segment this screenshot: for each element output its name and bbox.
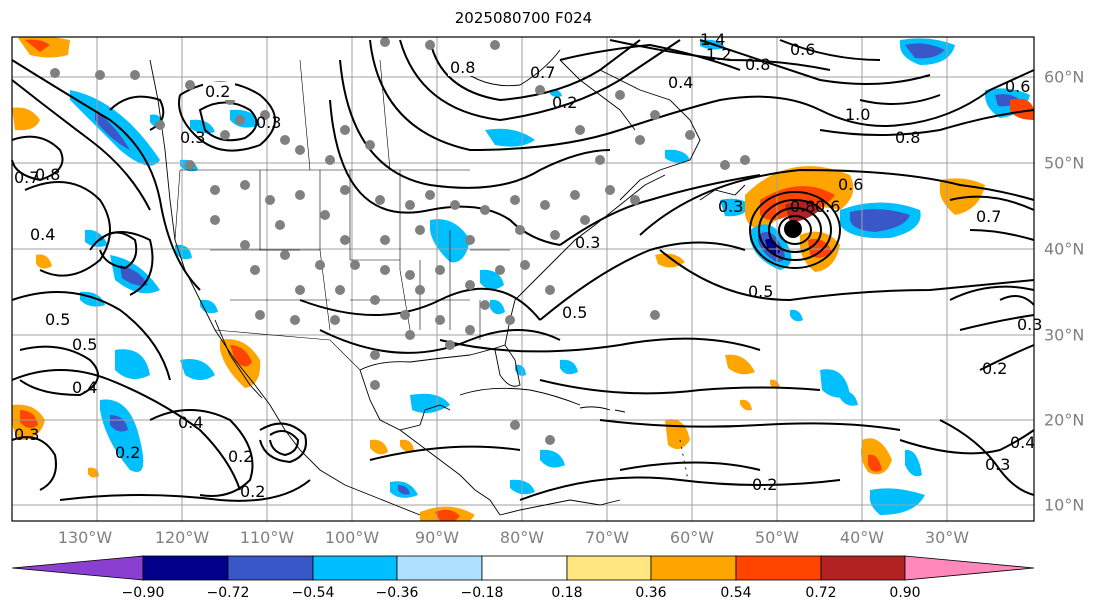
colorbar-segment <box>312 555 398 581</box>
longitude-label: 30°W <box>924 528 970 547</box>
contour-label: 0.6 <box>790 40 815 59</box>
colorbar-tick-label: −0.36 <box>375 585 419 601</box>
colorbar-segment <box>227 555 314 581</box>
contour-label: 0.2 <box>982 359 1007 378</box>
latitude-label: 10°N <box>1044 495 1085 515</box>
colorbar-tick-label: −0.90 <box>121 585 165 601</box>
contour-label: 0.2 <box>115 443 140 462</box>
contour-label: 0.8 <box>450 58 475 77</box>
latitude-label: 40°N <box>1044 239 1085 259</box>
latitude-label: 30°N <box>1044 325 1085 345</box>
colorbar-segment <box>142 555 229 581</box>
contour-label: 0.4 <box>30 225 55 244</box>
longitude-label: 90°W <box>414 528 460 547</box>
contour-label: 0.3 <box>985 455 1010 474</box>
latitude-label: 20°N <box>1044 410 1085 430</box>
colorbar-segment <box>650 555 737 581</box>
contour-label: 0.7 <box>14 168 39 187</box>
colorbar-tick-label: −0.18 <box>460 585 504 601</box>
contour-label-group: 0.2 0.8 0.7 0.4 1.2 1.4 0.6 0.2 0.8 0.6 … <box>14 30 1042 501</box>
colorbar-segment <box>820 555 906 581</box>
contour-label: 0.6 <box>815 197 840 216</box>
longitude-label: 110°W <box>239 528 295 547</box>
colorbar-tick-label: 0.36 <box>635 585 667 601</box>
contour-label: 0.8 <box>895 128 920 147</box>
contour-label: 0.2 <box>228 447 253 466</box>
contour-label: 0.2 <box>240 482 265 501</box>
longitude-label: 80°W <box>499 528 545 547</box>
contour-label: 1.4 <box>700 30 725 49</box>
longitude-label: 130°W <box>57 528 113 547</box>
contour-label: 0.6 <box>838 175 863 194</box>
contour-label: 0.5 <box>748 282 773 301</box>
contour-label: 0.8 <box>790 197 815 216</box>
latitude-label: 50°N <box>1044 153 1085 173</box>
longitude-label: 50°W <box>754 528 800 547</box>
cyclone-center-marker <box>784 220 802 238</box>
colorbar-extend-right <box>904 555 1035 581</box>
station-dots <box>50 37 750 445</box>
contour-label: 0.5 <box>45 310 70 329</box>
contour-label: 0.3 <box>180 128 205 147</box>
colorbar-tick-label: 0.18 <box>551 585 583 601</box>
contour-label: 0.6 <box>1005 77 1030 96</box>
contour-label: 0.3 <box>14 425 39 444</box>
contour-label: 0.2 <box>205 82 230 101</box>
colorbar-segment <box>566 555 652 581</box>
contour-label: 0.4 <box>668 73 693 92</box>
contour-label: 0.5 <box>72 335 97 354</box>
longitude-label: 120°W <box>154 528 210 547</box>
contour-label: 0.3 <box>256 113 281 132</box>
coastlines <box>149 49 746 516</box>
contour-label: 0.4 <box>1010 433 1035 452</box>
colorbar-tick-label: −0.72 <box>206 585 250 601</box>
contour-label: 0.3 <box>1017 315 1042 334</box>
contour-label: 0.7 <box>976 207 1001 226</box>
contour-label: 1.2 <box>706 45 731 64</box>
colorbar-tick-label: 0.90 <box>889 585 921 601</box>
map-title: 2025080700 F024 <box>454 9 593 27</box>
contour-label: 0.3 <box>718 197 743 216</box>
colorbar-segment <box>396 555 483 581</box>
contour-label: 0.2 <box>552 93 577 112</box>
contour-label: 0.3 <box>575 233 600 252</box>
latitude-label: 60°N <box>1044 67 1085 87</box>
contour-label: 0.4 <box>178 413 203 432</box>
longitude-label: 100°W <box>324 528 380 547</box>
map-frame <box>11 36 1035 522</box>
contour-label: 0.8 <box>745 55 770 74</box>
longitude-label: 70°W <box>584 528 630 547</box>
borders <box>174 59 510 371</box>
longitude-label: 40°W <box>839 528 885 547</box>
colorbar-segment <box>735 555 822 581</box>
colorbar <box>11 555 1035 581</box>
colorbar-tick-label: −0.54 <box>291 585 335 601</box>
contour-label: 0.7 <box>530 63 555 82</box>
contour-label: 0.8 <box>35 165 60 184</box>
graticule <box>12 37 1034 521</box>
longitude-label: 60°W <box>669 528 715 547</box>
colorbar-tick-label: 0.54 <box>720 585 752 601</box>
colorbar-extend-left <box>11 555 144 581</box>
contour-label: 0.2 <box>752 475 777 494</box>
contour-label: 0.5 <box>562 303 587 322</box>
contour-label: 1.0 <box>845 105 870 124</box>
colorbar-segment <box>481 555 568 581</box>
contour-label: 0.4 <box>72 378 97 397</box>
colorbar-tick-label: 0.72 <box>805 585 837 601</box>
